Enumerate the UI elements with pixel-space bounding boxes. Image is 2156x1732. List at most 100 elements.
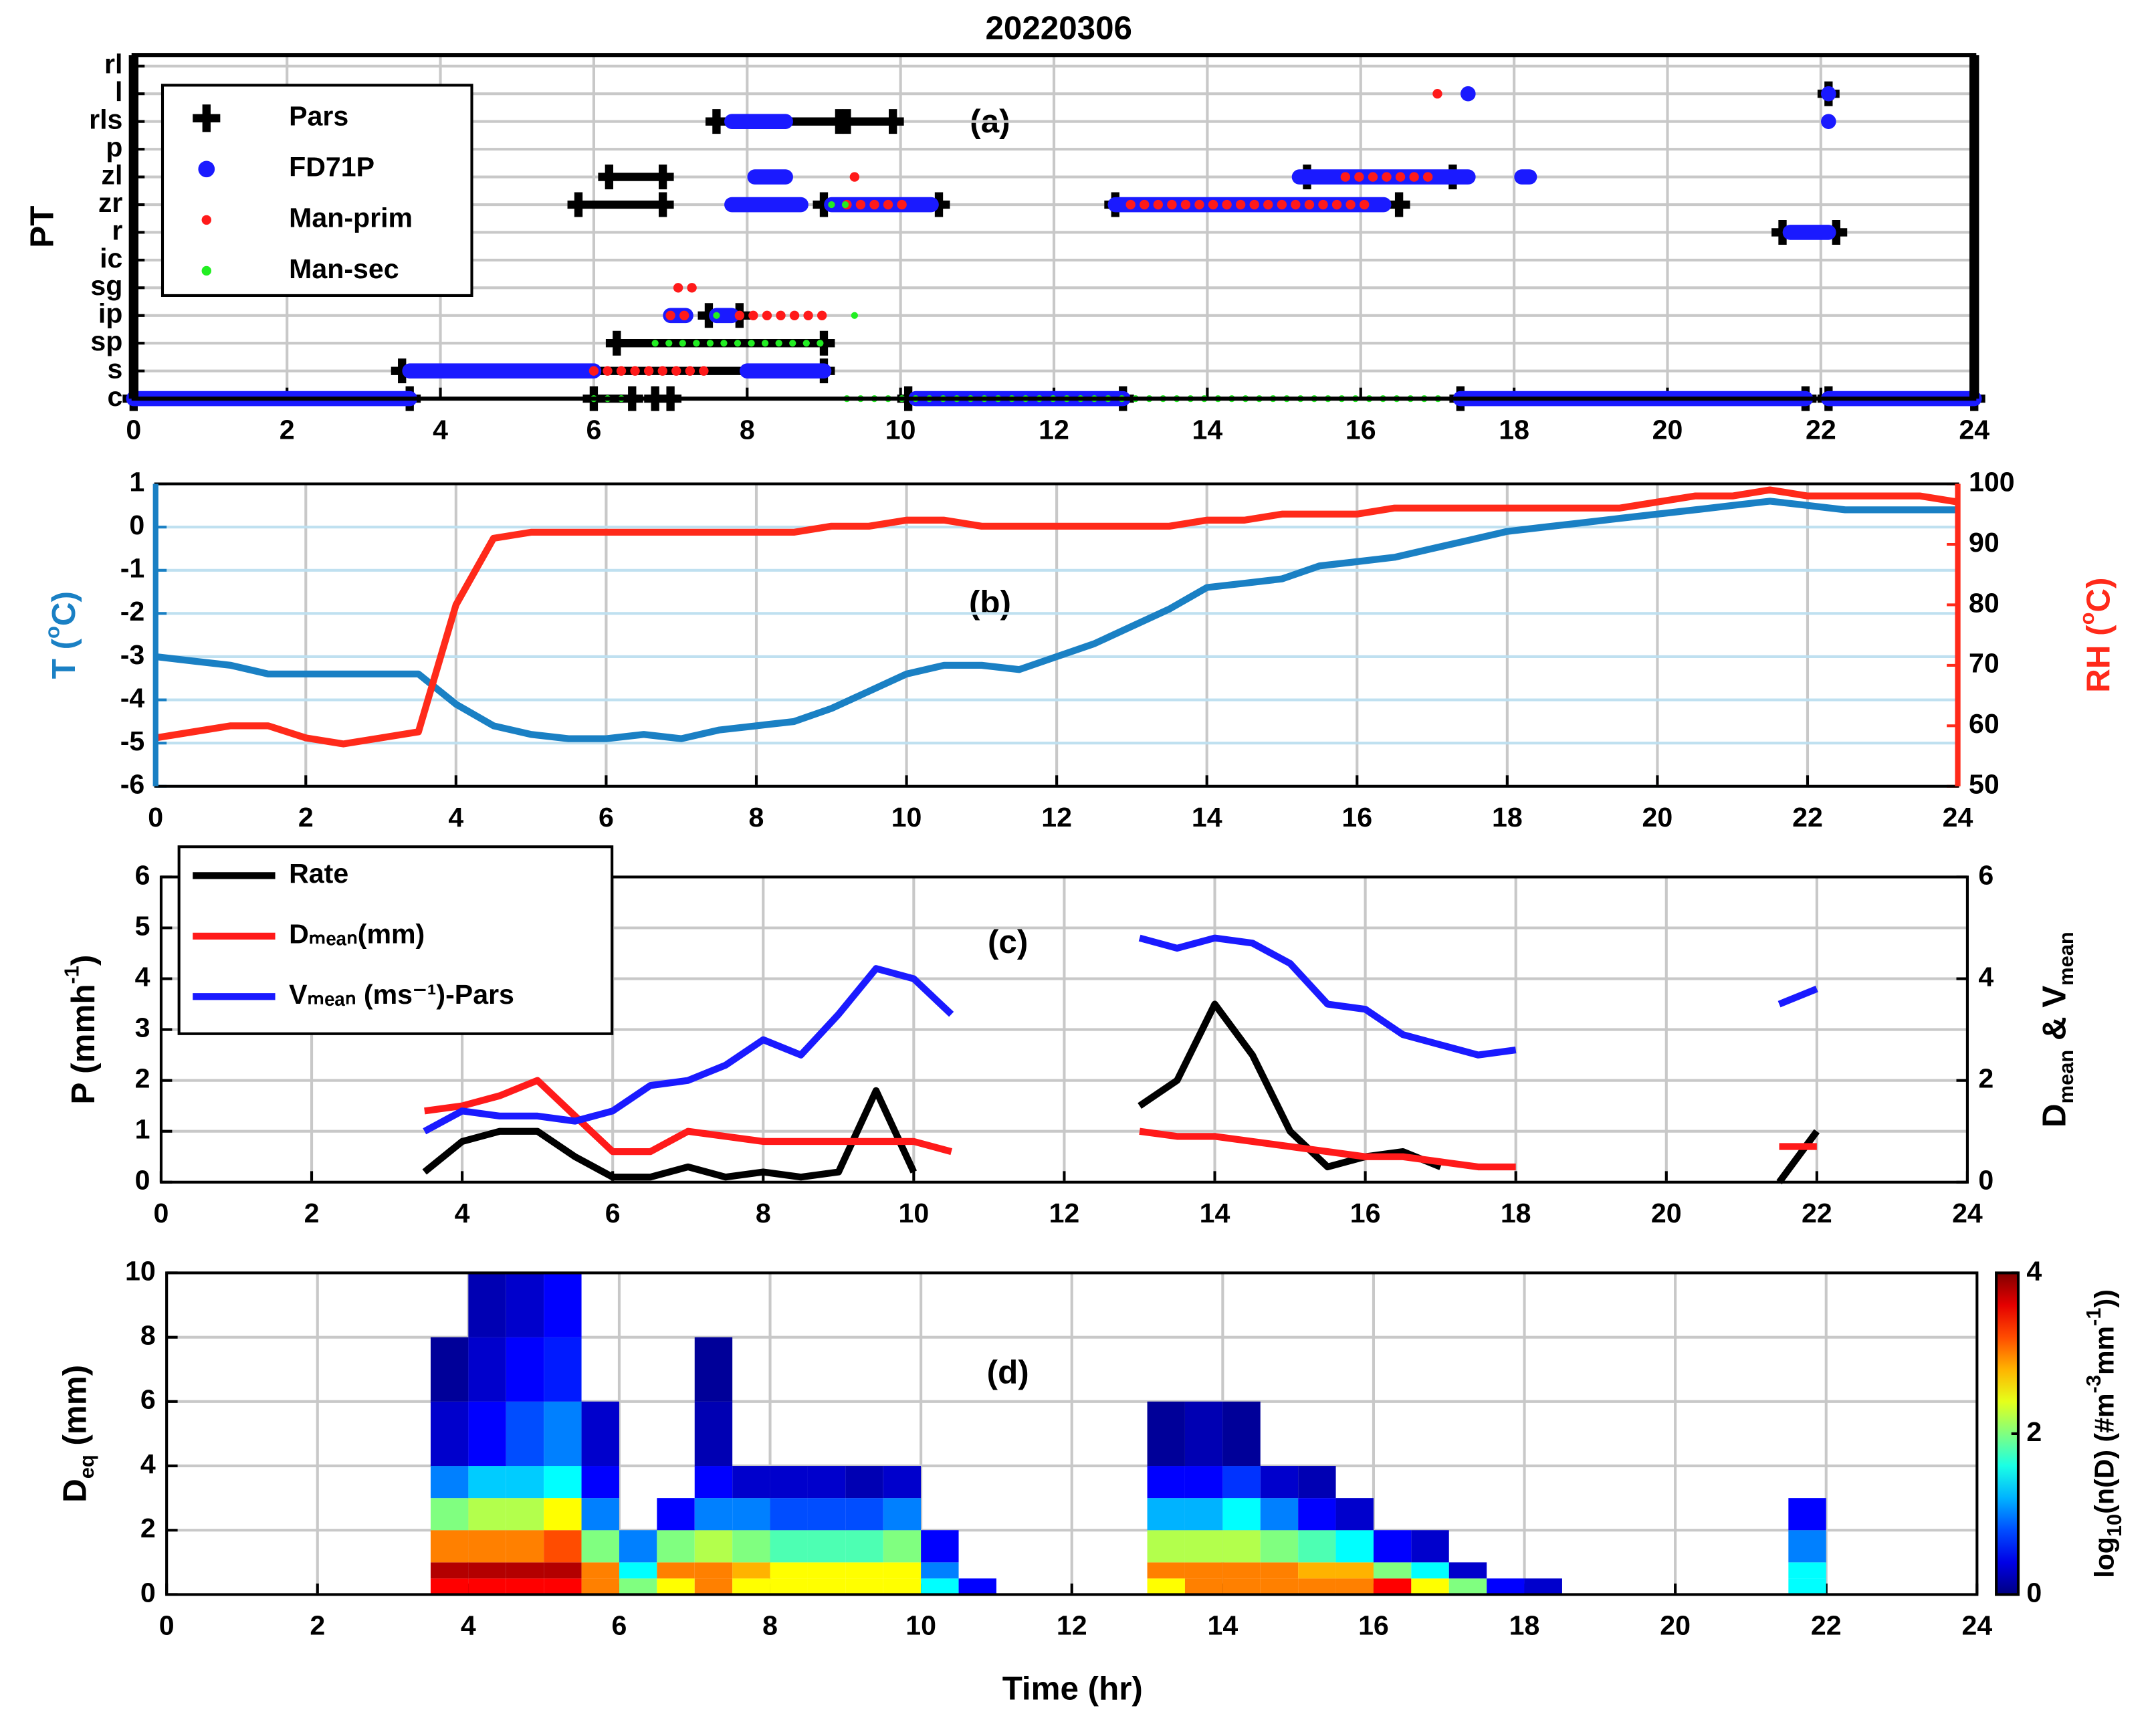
y2-tick-label: 6 xyxy=(1978,859,1993,890)
y2-tick-label: 0 xyxy=(1978,1165,1993,1196)
x-tick-label: 16 xyxy=(1358,1610,1389,1641)
heatmap-cell xyxy=(544,1401,582,1467)
heatmap-cell xyxy=(770,1530,808,1563)
heatmap-cell xyxy=(506,1273,544,1337)
label-part: 10 xyxy=(2103,1514,2126,1537)
heatmap-cell xyxy=(430,1466,469,1499)
heatmap-cell xyxy=(657,1562,695,1579)
heatmap-cell xyxy=(921,1562,959,1579)
heatmap-cell xyxy=(921,1530,959,1563)
heatmap-cell xyxy=(883,1530,922,1563)
plot-area xyxy=(430,1273,1826,1595)
x-tick-label: 8 xyxy=(740,414,755,445)
y2-axis-label: Dmean & Vmean xyxy=(2036,932,2078,1127)
x-tick-label: 6 xyxy=(599,802,614,833)
y-tick-label: 10 xyxy=(125,1255,156,1286)
heatmap-cell xyxy=(1788,1562,1826,1579)
y-tick-label: 6 xyxy=(135,859,150,890)
heatmap-cell xyxy=(581,1466,619,1499)
heatmap-cell xyxy=(430,1401,469,1467)
heatmap-cell xyxy=(1147,1466,1185,1499)
colorbar-label: log10(n(D) (#m-3mm-1)) xyxy=(2082,1289,2126,1578)
heatmap-cell xyxy=(1788,1498,1826,1531)
heatmap-cell xyxy=(544,1578,582,1595)
x-tick-label: 6 xyxy=(605,1198,621,1228)
heatmap-cell xyxy=(1147,1498,1185,1531)
heatmap-cell xyxy=(544,1273,582,1337)
heatmap-cell xyxy=(1184,1401,1223,1467)
heatmap-cell xyxy=(1222,1466,1261,1499)
y-tick-label: -3 xyxy=(120,639,145,670)
heatmap-cell xyxy=(657,1578,695,1595)
heatmap-cell xyxy=(1222,1498,1261,1531)
x-tick-label: 16 xyxy=(1341,802,1372,833)
heatmap-cell xyxy=(430,1530,469,1563)
x-tick-label: 0 xyxy=(148,802,163,833)
heatmap-cell xyxy=(694,1530,733,1563)
heatmap-cell xyxy=(1147,1530,1185,1563)
heatmap-cell xyxy=(468,1466,506,1499)
x-tick-label: 8 xyxy=(749,802,764,833)
heatmap-cell xyxy=(1222,1401,1261,1467)
heatmap-cell xyxy=(845,1530,883,1563)
x-tick-label: 2 xyxy=(298,802,314,833)
x-tick-label: 22 xyxy=(1792,802,1823,833)
x-tick-label: 10 xyxy=(905,1610,936,1641)
y2-tick-label: 60 xyxy=(1969,708,2000,739)
label-part: mean xyxy=(2054,1050,2078,1104)
x-tick-label: 10 xyxy=(898,1198,929,1228)
heatmap-cell xyxy=(581,1498,619,1531)
legend-label: Man-prim xyxy=(289,203,413,233)
label-part: o xyxy=(2075,613,2098,625)
heatmap-cell xyxy=(732,1562,770,1579)
heatmap-cell xyxy=(1222,1562,1261,1579)
legend-marker xyxy=(201,265,211,276)
heatmap-cell xyxy=(468,1530,506,1563)
y-tick-label: sg xyxy=(90,270,122,301)
x-tick-label: 2 xyxy=(280,414,295,445)
x-tick-label: 8 xyxy=(762,1610,778,1641)
heatmap-cell xyxy=(807,1498,846,1531)
x-tick-label: 24 xyxy=(1943,802,1973,833)
data-line xyxy=(424,1077,1817,1171)
heatmap-cell xyxy=(694,1498,733,1531)
heatmap-cell xyxy=(581,1530,619,1563)
colorbar-tick-label: 0 xyxy=(2026,1577,2042,1608)
x-tick-label: 0 xyxy=(126,414,141,445)
heatmap-cell xyxy=(1487,1578,1525,1595)
heatmap-cell xyxy=(732,1498,770,1531)
y-tick-label: zl xyxy=(101,159,122,190)
y-axis-label: PT xyxy=(23,206,60,248)
plot-area xyxy=(422,934,1820,1184)
heatmap-cell xyxy=(770,1498,808,1531)
heatmap-cell xyxy=(1184,1578,1223,1595)
heatmap-cell xyxy=(883,1498,922,1531)
label-part: (n(D) (#m xyxy=(2088,1393,2119,1513)
heatmap-cell xyxy=(1147,1562,1185,1579)
heatmap-cell xyxy=(1222,1530,1261,1563)
y-axis-label: P (mmh-1) xyxy=(60,955,102,1105)
y2-tick-label: 70 xyxy=(1969,648,2000,679)
x-tick-label: 4 xyxy=(448,802,463,833)
heatmap-cell xyxy=(694,1337,733,1402)
x-tick-label: 18 xyxy=(1492,802,1523,833)
heatmap-cell xyxy=(506,1578,544,1595)
y-tick-label: sp xyxy=(90,326,122,356)
x-tick-label: 16 xyxy=(1350,1198,1381,1228)
y-tick-label: 1 xyxy=(129,466,144,497)
heatmap-cell xyxy=(430,1337,469,1402)
heatmap-cell xyxy=(770,1466,808,1499)
heatmap-cell xyxy=(468,1401,506,1467)
y-tick-label: 4 xyxy=(135,961,150,992)
data-line xyxy=(155,498,1958,742)
x-tick-label: 12 xyxy=(1057,1610,1087,1641)
y-tick-label: rls xyxy=(89,104,122,135)
y-tick-label: ic xyxy=(100,243,122,274)
panel: 0 2 4 6 8 10 12 14 16 18 20 22 24-6-5-4-3-2-10150607… xyxy=(120,466,2015,833)
y-tick-label: 8 xyxy=(140,1320,156,1351)
legend-label: Rate xyxy=(289,858,348,889)
y2-tick-label: 50 xyxy=(1969,769,2000,800)
heatmap-cell xyxy=(468,1498,506,1531)
